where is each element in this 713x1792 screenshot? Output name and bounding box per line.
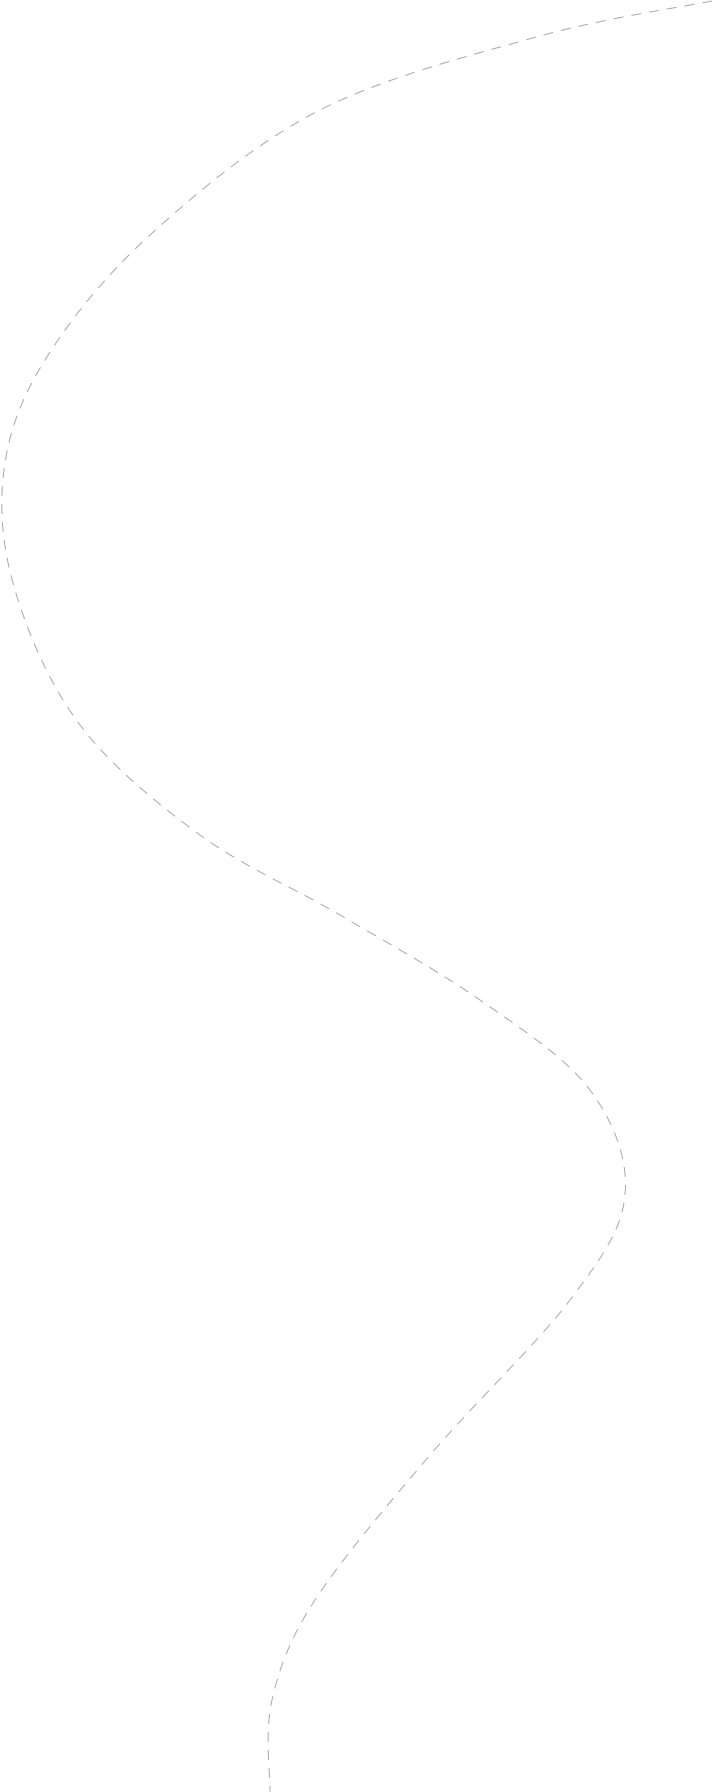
dashed-curve-line [1, 0, 713, 1792]
dashed-curve-canvas [1, 0, 713, 1792]
